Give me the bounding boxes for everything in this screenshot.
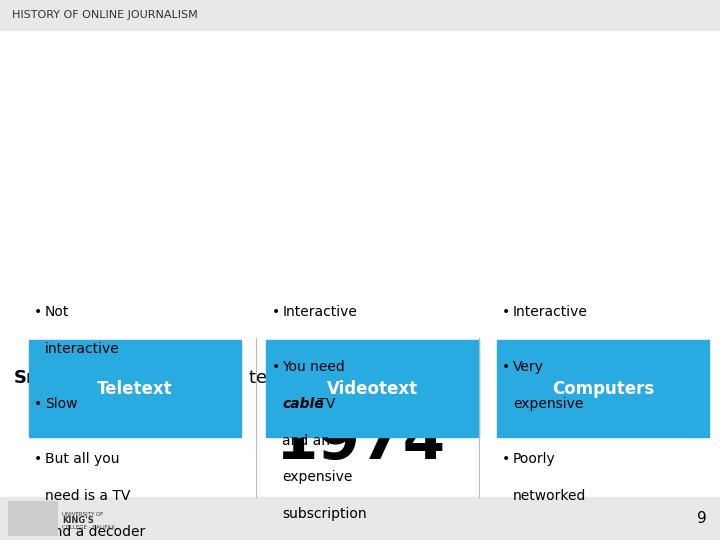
Text: UNIVERSITY OF: UNIVERSITY OF bbox=[62, 512, 104, 517]
Text: Very: Very bbox=[513, 360, 544, 374]
Text: Computers: Computers bbox=[552, 380, 654, 398]
Text: •: • bbox=[502, 305, 510, 319]
Text: 9: 9 bbox=[697, 511, 707, 526]
Text: •: • bbox=[502, 452, 510, 466]
Text: KING'S: KING'S bbox=[62, 516, 94, 525]
Text: 1974: 1974 bbox=[275, 413, 445, 472]
Text: You need: You need bbox=[282, 360, 345, 374]
Text: •: • bbox=[271, 305, 279, 319]
Bar bbox=[0, 497, 720, 540]
Bar bbox=[0, 0, 720, 30]
Text: Interactive: Interactive bbox=[513, 305, 588, 319]
Text: Not: Not bbox=[45, 305, 69, 319]
Text: COLLEGE · HALIFAX: COLLEGE · HALIFAX bbox=[62, 525, 115, 530]
Text: Teletext: Teletext bbox=[97, 380, 173, 398]
Text: Snapshot:: Snapshot: bbox=[14, 369, 116, 387]
Text: •: • bbox=[34, 452, 42, 466]
Text: cable: cable bbox=[282, 397, 324, 411]
Text: •: • bbox=[271, 360, 279, 374]
Text: •: • bbox=[502, 360, 510, 374]
Bar bbox=[497, 340, 709, 437]
Text: subscription: subscription bbox=[282, 507, 367, 521]
Text: Interactive: Interactive bbox=[282, 305, 357, 319]
Text: and a decoder: and a decoder bbox=[45, 525, 145, 539]
Text: •: • bbox=[34, 305, 42, 319]
Text: •: • bbox=[34, 397, 42, 411]
Text: and an: and an bbox=[282, 434, 330, 448]
Text: expensive: expensive bbox=[282, 470, 353, 484]
Text: interactive: interactive bbox=[45, 342, 120, 356]
Text: Slow: Slow bbox=[45, 397, 77, 411]
Text: HISTORY OF ONLINE JOURNALISM: HISTORY OF ONLINE JOURNALISM bbox=[12, 10, 198, 20]
Text: expensive: expensive bbox=[513, 397, 583, 411]
Text: TV: TV bbox=[313, 397, 336, 411]
Bar bbox=[266, 340, 479, 437]
Text: networked: networked bbox=[513, 489, 586, 503]
Text: Three competing technologies …: Three competing technologies … bbox=[84, 369, 388, 387]
Bar bbox=[29, 340, 241, 437]
Text: Poorly: Poorly bbox=[513, 452, 556, 466]
Text: Videotext: Videotext bbox=[327, 380, 418, 398]
Text: need is a TV: need is a TV bbox=[45, 489, 130, 503]
Text: But all you: But all you bbox=[45, 452, 120, 466]
Bar bbox=[8, 501, 58, 536]
